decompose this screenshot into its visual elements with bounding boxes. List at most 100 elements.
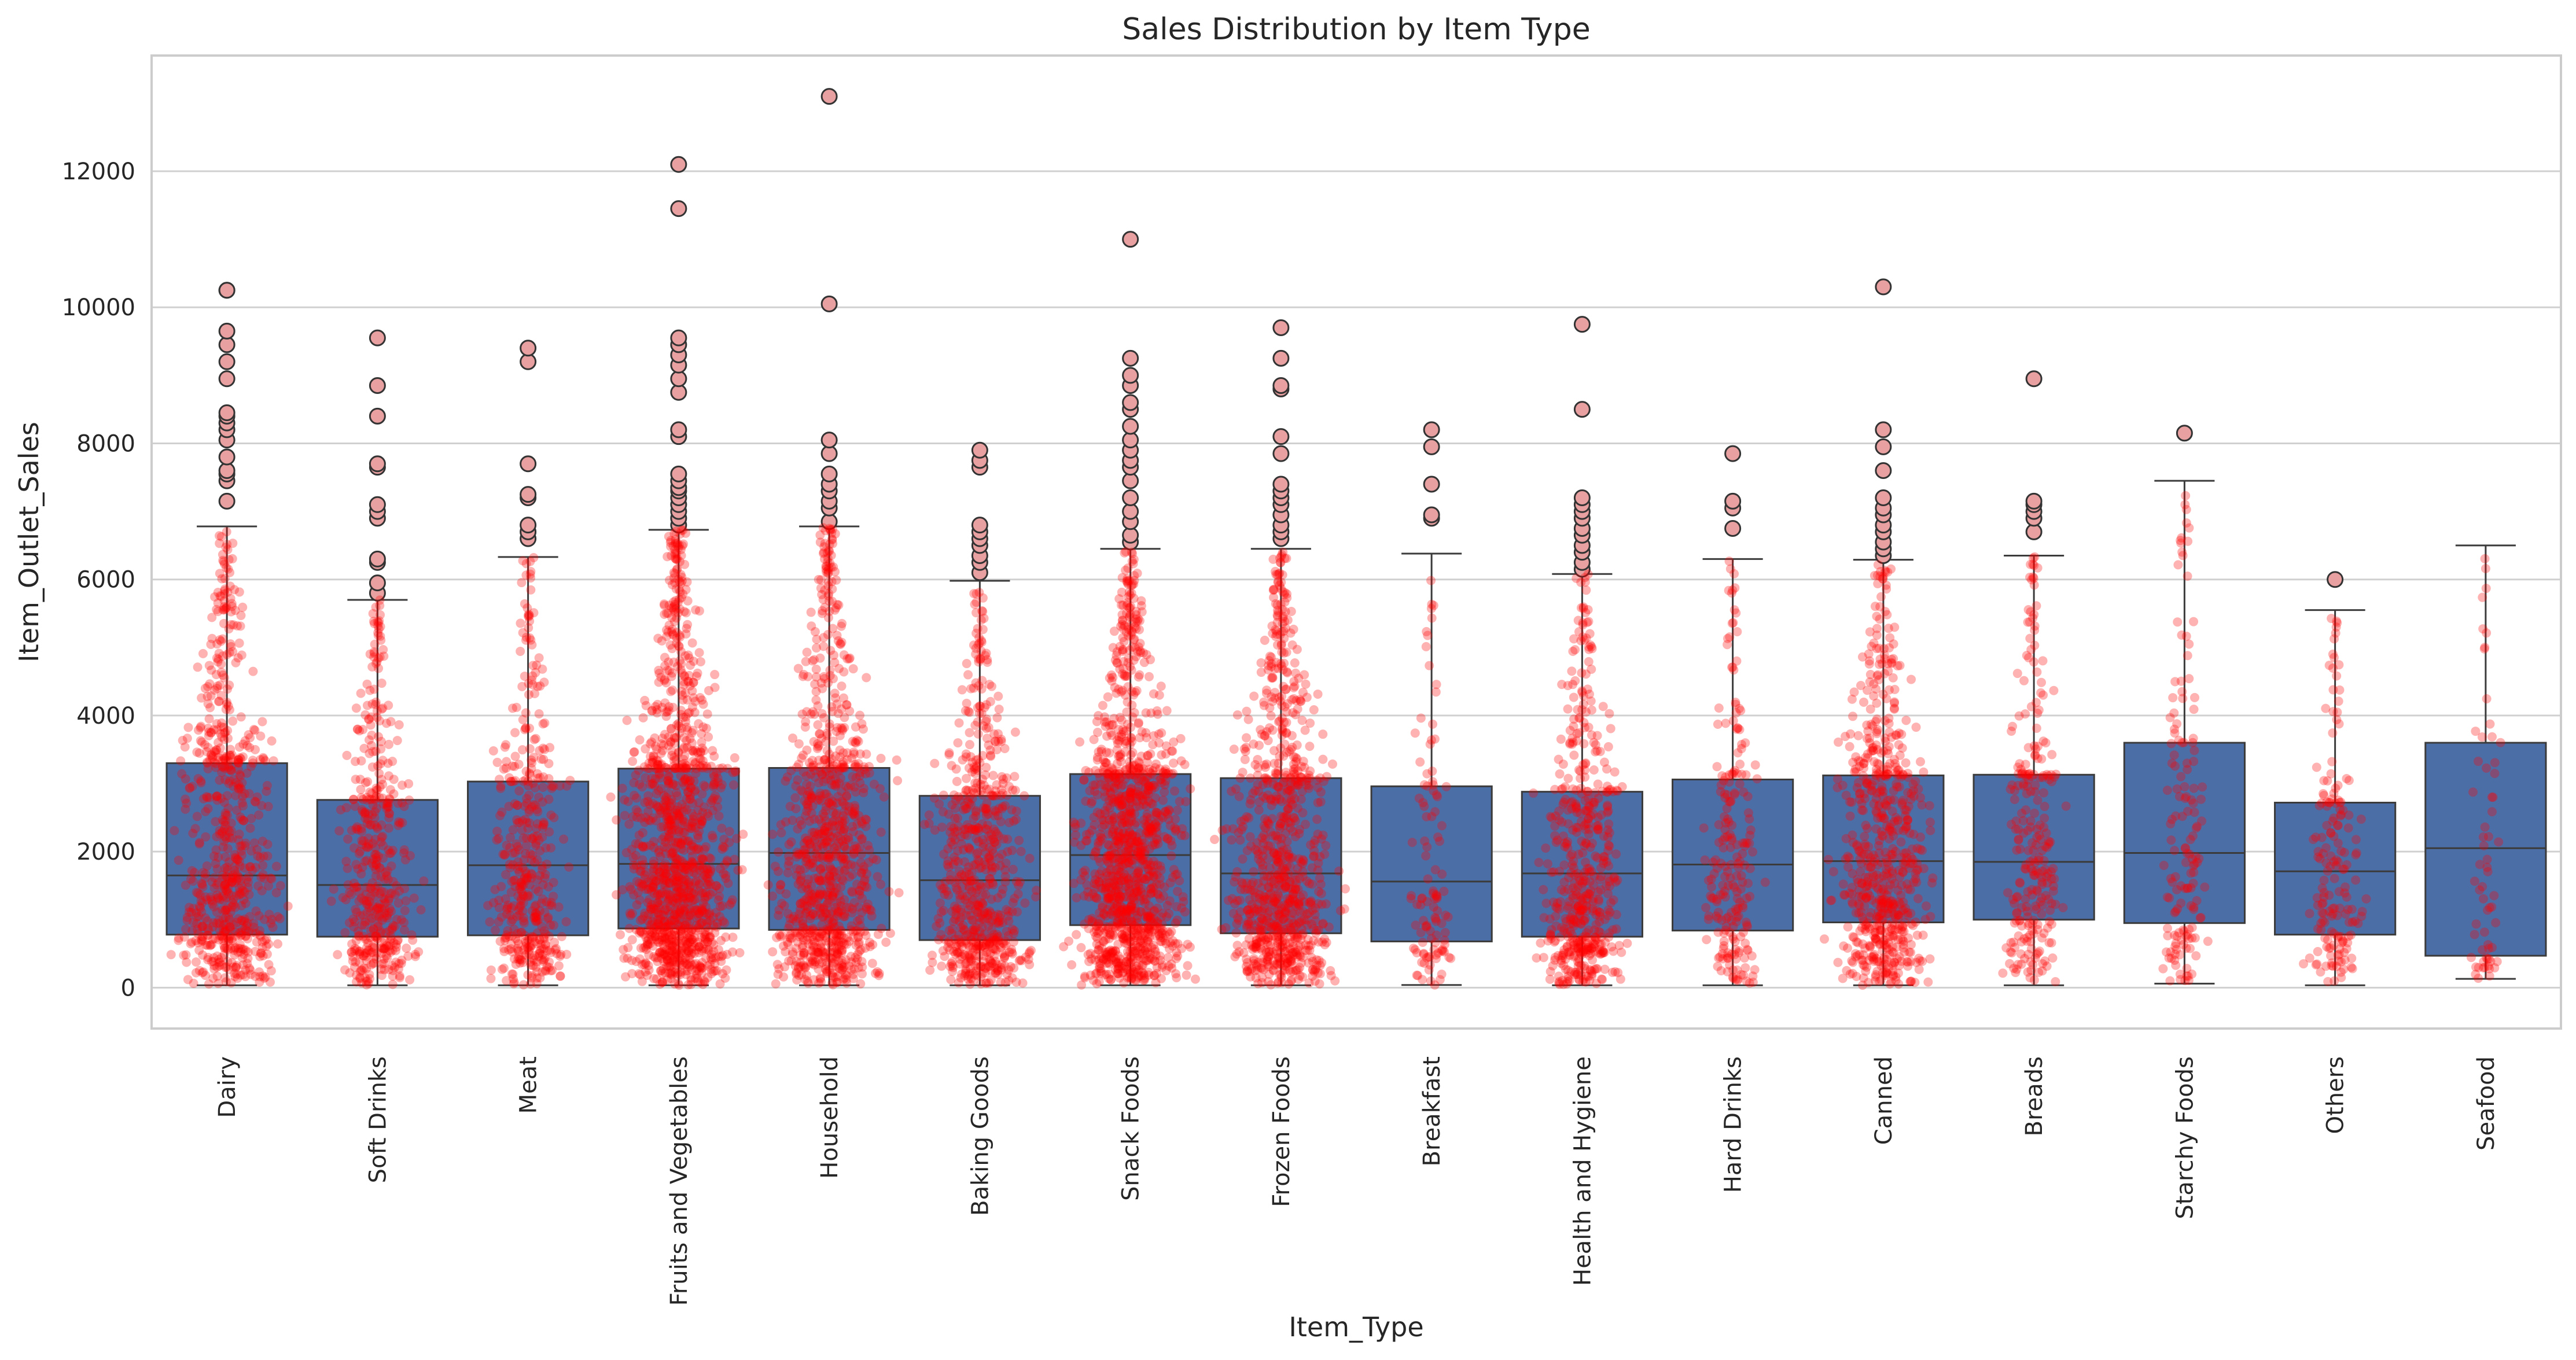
swarm-point xyxy=(670,607,680,617)
swarm-point xyxy=(868,939,878,949)
swarm-point xyxy=(697,946,706,956)
swarm-point xyxy=(242,875,252,884)
swarm-point xyxy=(672,791,682,801)
swarm-point xyxy=(230,972,240,982)
swarm-point xyxy=(211,762,221,772)
swarm-point xyxy=(181,950,191,960)
swarm-point xyxy=(499,946,509,956)
swarm-point xyxy=(235,887,245,897)
swarm-point xyxy=(218,550,227,559)
swarm-point xyxy=(846,860,856,869)
swarm-point xyxy=(672,565,682,575)
swarm-point xyxy=(236,927,246,937)
swarm-point xyxy=(806,607,816,617)
swarm-point xyxy=(717,844,727,854)
swarm-point xyxy=(946,821,956,831)
swarm-point xyxy=(631,771,641,780)
swarm-point xyxy=(384,701,393,710)
swarm-point xyxy=(937,961,947,971)
swarm-point xyxy=(652,891,662,901)
swarm-point xyxy=(977,932,987,942)
swarm-point xyxy=(214,654,223,664)
swarm-point xyxy=(949,790,959,800)
swarm-point xyxy=(367,662,377,672)
swarm-point xyxy=(231,963,241,972)
swarm-point xyxy=(514,952,524,962)
swarm-point xyxy=(774,847,783,857)
swarm-point xyxy=(981,978,991,988)
swarm-point xyxy=(215,775,225,785)
swarm-point xyxy=(994,804,1004,813)
swarm-point xyxy=(691,876,701,886)
swarm-point xyxy=(953,948,963,957)
swarm-point xyxy=(653,633,663,643)
swarm-point xyxy=(505,773,514,783)
swarm-point xyxy=(183,975,193,985)
swarm-point xyxy=(244,927,253,937)
swarm-point xyxy=(357,805,367,814)
swarm-point xyxy=(229,962,238,972)
swarm-point xyxy=(345,968,355,978)
swarm-point xyxy=(807,959,816,968)
swarm-point xyxy=(1011,806,1021,816)
swarm-point xyxy=(207,665,216,675)
swarm-point xyxy=(213,893,223,902)
swarm-point xyxy=(814,740,824,750)
swarm-point xyxy=(275,913,285,923)
swarm-point xyxy=(623,943,633,953)
swarm-point xyxy=(263,881,273,891)
swarm-point xyxy=(197,880,207,890)
swarm-point xyxy=(360,777,370,787)
swarm-point xyxy=(227,878,237,888)
swarm-point xyxy=(220,905,230,915)
swarm-point xyxy=(230,869,240,879)
swarm-point xyxy=(657,968,667,978)
swarm-point xyxy=(653,760,663,769)
swarm-point xyxy=(629,890,639,900)
swarm-point xyxy=(648,813,658,823)
swarm-point xyxy=(618,885,628,895)
swarm-point xyxy=(181,794,190,804)
swarm-point xyxy=(701,782,711,791)
swarm-point xyxy=(819,542,829,552)
swarm-point xyxy=(841,782,851,791)
swarm-point xyxy=(235,861,245,871)
swarm-point xyxy=(678,816,687,825)
swarm-point xyxy=(690,933,700,942)
swarm-point xyxy=(876,827,886,837)
swarm-point xyxy=(661,678,671,688)
swarm-point xyxy=(192,812,202,821)
swarm-point xyxy=(235,770,245,780)
swarm-point xyxy=(403,951,413,961)
swarm-point xyxy=(622,716,632,725)
swarm-point xyxy=(998,779,1008,788)
swarm-point xyxy=(227,877,237,887)
swarm-point xyxy=(823,553,833,563)
swarm-point xyxy=(873,967,882,976)
swarm-point xyxy=(222,943,231,953)
swarm-point xyxy=(534,793,544,802)
swarm-point xyxy=(206,895,216,905)
swarm-point xyxy=(222,904,232,913)
swarm-point xyxy=(708,746,717,755)
swarm-point xyxy=(231,875,241,885)
swarm-point xyxy=(555,781,565,791)
swarm-point xyxy=(267,736,277,746)
swarm-point xyxy=(215,961,225,971)
swarm-point xyxy=(370,639,380,649)
outlier-point xyxy=(218,282,235,299)
swarm-point xyxy=(224,779,234,788)
outlier-point xyxy=(520,340,537,357)
swarm-point xyxy=(258,860,268,870)
swarm-point xyxy=(401,896,411,906)
swarm-point xyxy=(222,699,231,709)
swarm-point xyxy=(182,957,192,967)
swarm-point xyxy=(845,872,855,882)
swarm-point xyxy=(221,977,231,987)
swarm-point xyxy=(823,630,833,640)
swarm-point xyxy=(257,836,267,846)
swarm-point xyxy=(682,917,692,927)
swarm-point xyxy=(970,720,980,730)
swarm-point xyxy=(222,905,232,915)
swarm-point xyxy=(205,940,215,950)
